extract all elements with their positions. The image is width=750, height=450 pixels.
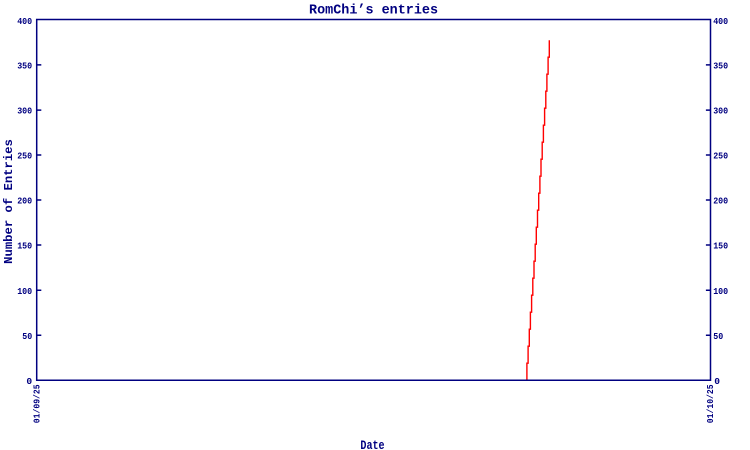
svg-text:Date: Date — [360, 439, 384, 450]
svg-text:400: 400 — [713, 16, 728, 27]
svg-text:300: 300 — [17, 106, 32, 117]
svg-text:0: 0 — [26, 376, 32, 387]
svg-text:Number of Entries: Number of Entries — [2, 139, 16, 264]
svg-text:250: 250 — [17, 151, 32, 162]
svg-text:350: 350 — [713, 61, 728, 72]
svg-text:RomChi’s entries: RomChi’s entries — [309, 3, 438, 19]
svg-text:200: 200 — [713, 196, 728, 207]
svg-text:01/10/25: 01/10/25 — [705, 384, 716, 423]
svg-text:50: 50 — [22, 331, 32, 342]
svg-text:50: 50 — [713, 331, 723, 342]
svg-text:100: 100 — [713, 286, 728, 297]
svg-text:300: 300 — [713, 106, 728, 117]
svg-text:150: 150 — [17, 241, 32, 252]
svg-text:0: 0 — [714, 376, 720, 387]
svg-text:150: 150 — [713, 241, 728, 252]
svg-text:250: 250 — [713, 151, 728, 162]
svg-text:200: 200 — [17, 196, 32, 207]
svg-text:400: 400 — [17, 16, 32, 27]
svg-text:350: 350 — [17, 61, 32, 72]
svg-text:01/09/25: 01/09/25 — [32, 384, 43, 423]
svg-text:100: 100 — [17, 286, 32, 297]
